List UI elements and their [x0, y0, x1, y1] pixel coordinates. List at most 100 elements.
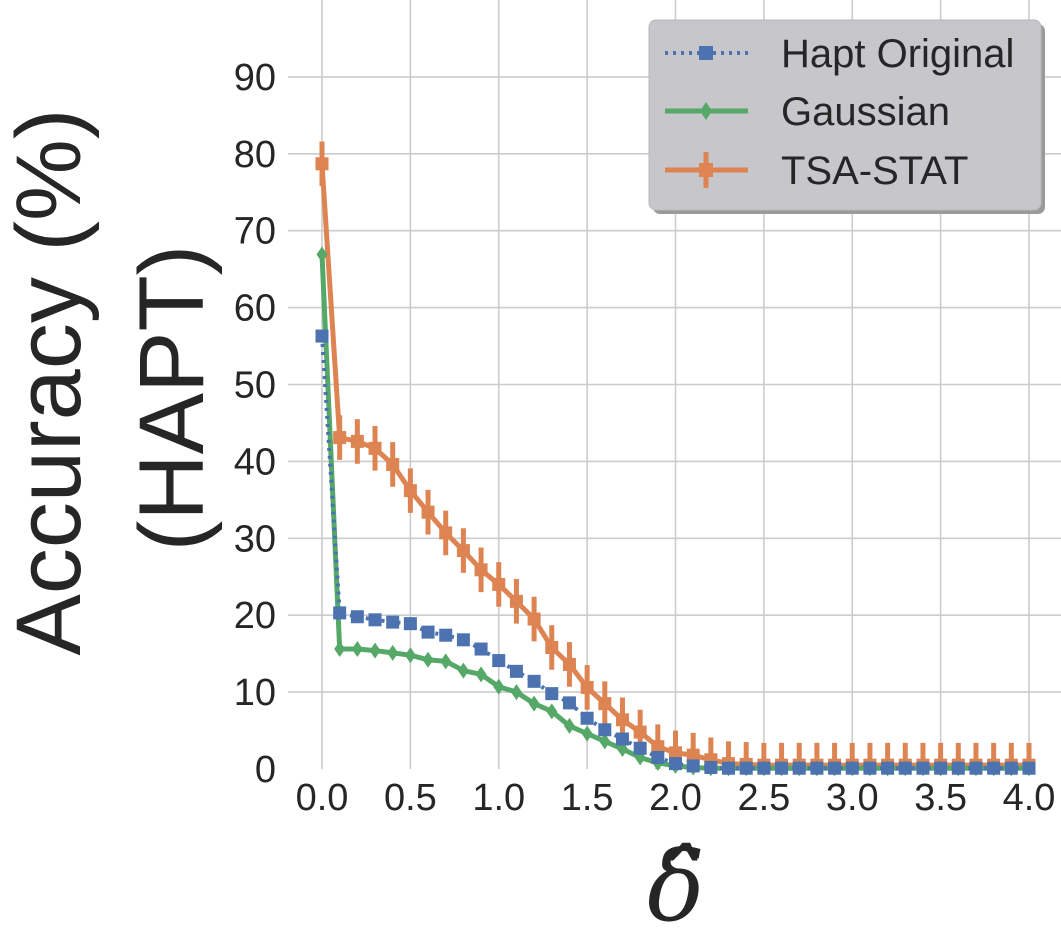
hapt-original-marker: [722, 761, 736, 775]
gaussian-marker: [528, 695, 540, 712]
gaussian-marker: [440, 653, 452, 670]
hapt-original-marker: [916, 761, 930, 775]
x-axis-label: δ̂: [647, 831, 705, 943]
gaussian-marker: [387, 644, 399, 661]
x-tick-label: 1.0: [472, 777, 525, 819]
tsa-stat-marker: [333, 431, 347, 445]
hapt-original-marker: [633, 741, 647, 755]
y-axis-label-line-2: (HAPT): [121, 245, 223, 552]
tsa-stat-marker: [456, 544, 470, 558]
y-tick-label: 70: [234, 211, 276, 253]
hapt-original-marker: [386, 615, 400, 629]
hapt-original-marker: [969, 761, 983, 775]
hapt-original-marker: [333, 606, 347, 620]
hapt-original-marker: [987, 761, 1001, 775]
gaussian-marker: [493, 678, 505, 695]
hapt-original-marker: [881, 761, 895, 775]
x-tick-label: 4.0: [1003, 777, 1056, 819]
gaussian-marker: [510, 684, 522, 701]
hapt-original-marker: [863, 761, 877, 775]
tsa-stat-marker: [474, 563, 488, 577]
y-tick-label: 30: [234, 518, 276, 560]
y-tick-label: 80: [234, 134, 276, 176]
tsa-stat-marker: [350, 434, 364, 448]
hapt-original-marker: [828, 761, 842, 775]
hapt-original-marker: [757, 761, 771, 775]
tsa-stat-marker: [686, 748, 700, 762]
gaussian-marker: [422, 651, 434, 668]
legend-label: Hapt Original: [781, 32, 1014, 76]
hapt-original-marker: [545, 687, 559, 701]
hapt-original-marker: [951, 761, 965, 775]
hapt-original-marker: [845, 761, 859, 775]
tsa-stat-marker: [315, 157, 329, 171]
tsa-stat-marker: [527, 612, 541, 626]
tsa-stat-marker: [580, 680, 594, 694]
x-tick-label: 1.5: [561, 777, 614, 819]
tsa-stat-marker: [421, 505, 435, 519]
y-tick-label: 60: [234, 288, 276, 330]
hapt-original-marker: [350, 610, 364, 624]
gaussian-marker: [351, 641, 363, 658]
y-tick-labels: 0 10 20 30 40 50 60 70 80 90: [234, 57, 276, 791]
x-tick-label: 2.0: [649, 777, 702, 819]
tsa-stat-marker: [386, 457, 400, 471]
hapt-original-marker: [474, 642, 488, 656]
hapt-original-marker: [403, 617, 417, 631]
y-axis-label-line-1: Accuracy (%): [0, 109, 100, 656]
tsa-stat-marker: [615, 713, 629, 727]
hapt-original-marker: [598, 723, 612, 737]
x-tick-labels: 0.0 0.5 1.0 1.5 2.0 2.5 3.0 3.5 4.0: [296, 777, 1056, 819]
tsa-stat-marker: [368, 441, 382, 455]
legend-label: TSA-STAT: [781, 149, 968, 193]
hapt-original-marker: [439, 628, 453, 642]
x-tick-label: 3.5: [914, 777, 967, 819]
gaussian-marker: [546, 703, 558, 720]
y-tick-label: 20: [234, 595, 276, 637]
y-tick-label: 40: [234, 441, 276, 483]
hapt-original-marker: [492, 654, 506, 668]
tsa-stat-marker: [651, 740, 665, 754]
tsa-stat-marker: [545, 640, 559, 654]
tsa-stat-marker: [403, 484, 417, 498]
gaussian-marker: [475, 666, 487, 683]
hapt-original-marker: [509, 664, 523, 678]
gaussian-marker: [599, 733, 611, 750]
hapt-original-marker: [562, 696, 576, 710]
gaussian-marker: [369, 642, 381, 659]
gaussian-marker: [457, 662, 469, 679]
gaussian-marker: [563, 717, 575, 734]
hapt-original-marker: [456, 633, 470, 647]
x-tick-label: 0.0: [296, 777, 349, 819]
x-tick-label: 2.5: [737, 777, 790, 819]
hapt-original-marker: [704, 760, 718, 774]
x-tick-label: 3.0: [826, 777, 879, 819]
hapt-original-marker: [651, 750, 665, 764]
gaussian-marker: [334, 641, 346, 658]
hapt-original-marker: [421, 625, 435, 639]
gaussian-marker: [316, 246, 328, 263]
legend-box: [648, 19, 1042, 211]
y-tick-label: 0: [255, 749, 276, 791]
tsa-stat-marker: [439, 526, 453, 540]
gaussian-marker: [404, 647, 416, 664]
legend-marker: [700, 102, 712, 120]
tsa-stat-marker: [669, 746, 682, 760]
legend-marker: [699, 163, 713, 177]
gaussian-marker: [581, 725, 593, 742]
series-layer: [315, 141, 1036, 777]
tsa-stat-marker: [633, 725, 647, 739]
tsa-stat-marker: [509, 594, 523, 608]
tsa-stat-marker: [598, 697, 612, 711]
hapt-original-marker: [527, 674, 541, 688]
tsa-stat-marker: [562, 657, 576, 671]
hapt-original-marker: [315, 329, 329, 343]
hapt-original-marker: [686, 759, 700, 773]
hapt-original-marker: [792, 761, 806, 775]
tsa-stat-marker: [492, 577, 506, 591]
hapt-original-marker: [368, 613, 382, 627]
hapt-original-marker: [810, 761, 824, 775]
hapt-original-marker: [898, 761, 912, 775]
legend: Hapt Original Gaussian TSA-STAT: [648, 19, 1045, 214]
